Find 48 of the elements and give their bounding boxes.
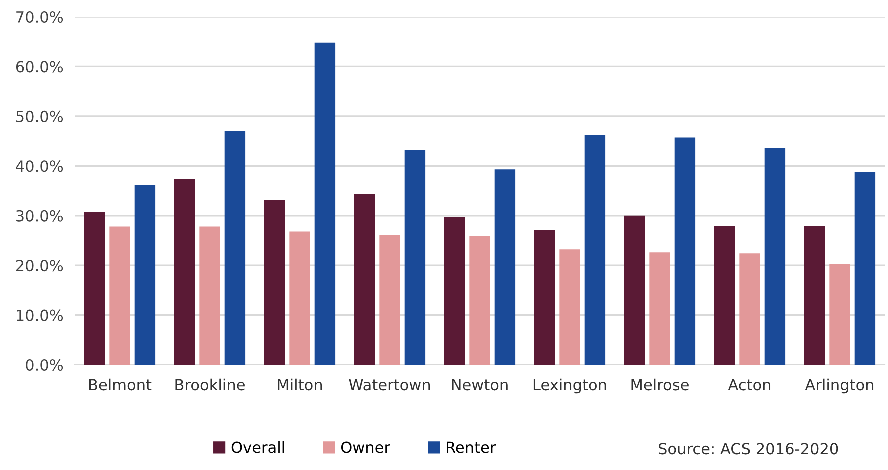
x-tick-label: Milton (278, 378, 322, 391)
bar (534, 230, 556, 365)
bar (624, 216, 646, 365)
bar (764, 148, 786, 365)
y-tick-label: 20.0% (16, 260, 64, 272)
bar (650, 252, 670, 365)
bar (854, 172, 876, 365)
y-tick-label: 30.0% (16, 210, 64, 222)
bar (714, 226, 736, 365)
legend-label: Owner (341, 442, 391, 454)
bar (84, 212, 106, 365)
bar (560, 250, 580, 365)
x-tick-label: Arlington (805, 378, 874, 394)
x-tick-label: Newton (452, 379, 508, 391)
x-tick-label: Acton (728, 379, 771, 391)
bar (830, 264, 850, 365)
bar (290, 232, 310, 365)
bar (380, 235, 400, 365)
bar (174, 179, 196, 365)
bar (740, 254, 760, 365)
bar (584, 135, 606, 365)
y-tick-label: 10.0% (17, 310, 64, 322)
y-tick-label: 0.0% (26, 359, 64, 372)
bar (200, 226, 220, 365)
source-note: Source: ACS 2016-2020 (659, 443, 838, 455)
x-tick-label: Lexington (534, 378, 606, 394)
bar (110, 226, 130, 365)
bar (494, 170, 516, 365)
y-tick-label: 50.0% (16, 110, 64, 122)
legend-label: Overall (232, 441, 284, 454)
bar (264, 200, 286, 365)
bar (224, 131, 246, 365)
bar (470, 236, 490, 365)
y-tick-label: 60.0% (16, 61, 64, 73)
x-tick-label: Melrose (632, 378, 689, 391)
x-tick-label: Watertown (349, 379, 430, 391)
bar (404, 150, 426, 365)
x-tick-label: Belmont (89, 378, 152, 391)
bar (804, 226, 826, 365)
y-tick-label: 70.0% (16, 11, 64, 24)
bar (134, 185, 156, 365)
bar (674, 138, 696, 365)
bar (354, 194, 376, 365)
x-tick-label: Brookline (176, 378, 245, 391)
legend-label: Renter (447, 442, 496, 454)
y-tick-label: 40.0% (16, 160, 64, 172)
bar (444, 217, 466, 365)
bar (314, 42, 336, 365)
